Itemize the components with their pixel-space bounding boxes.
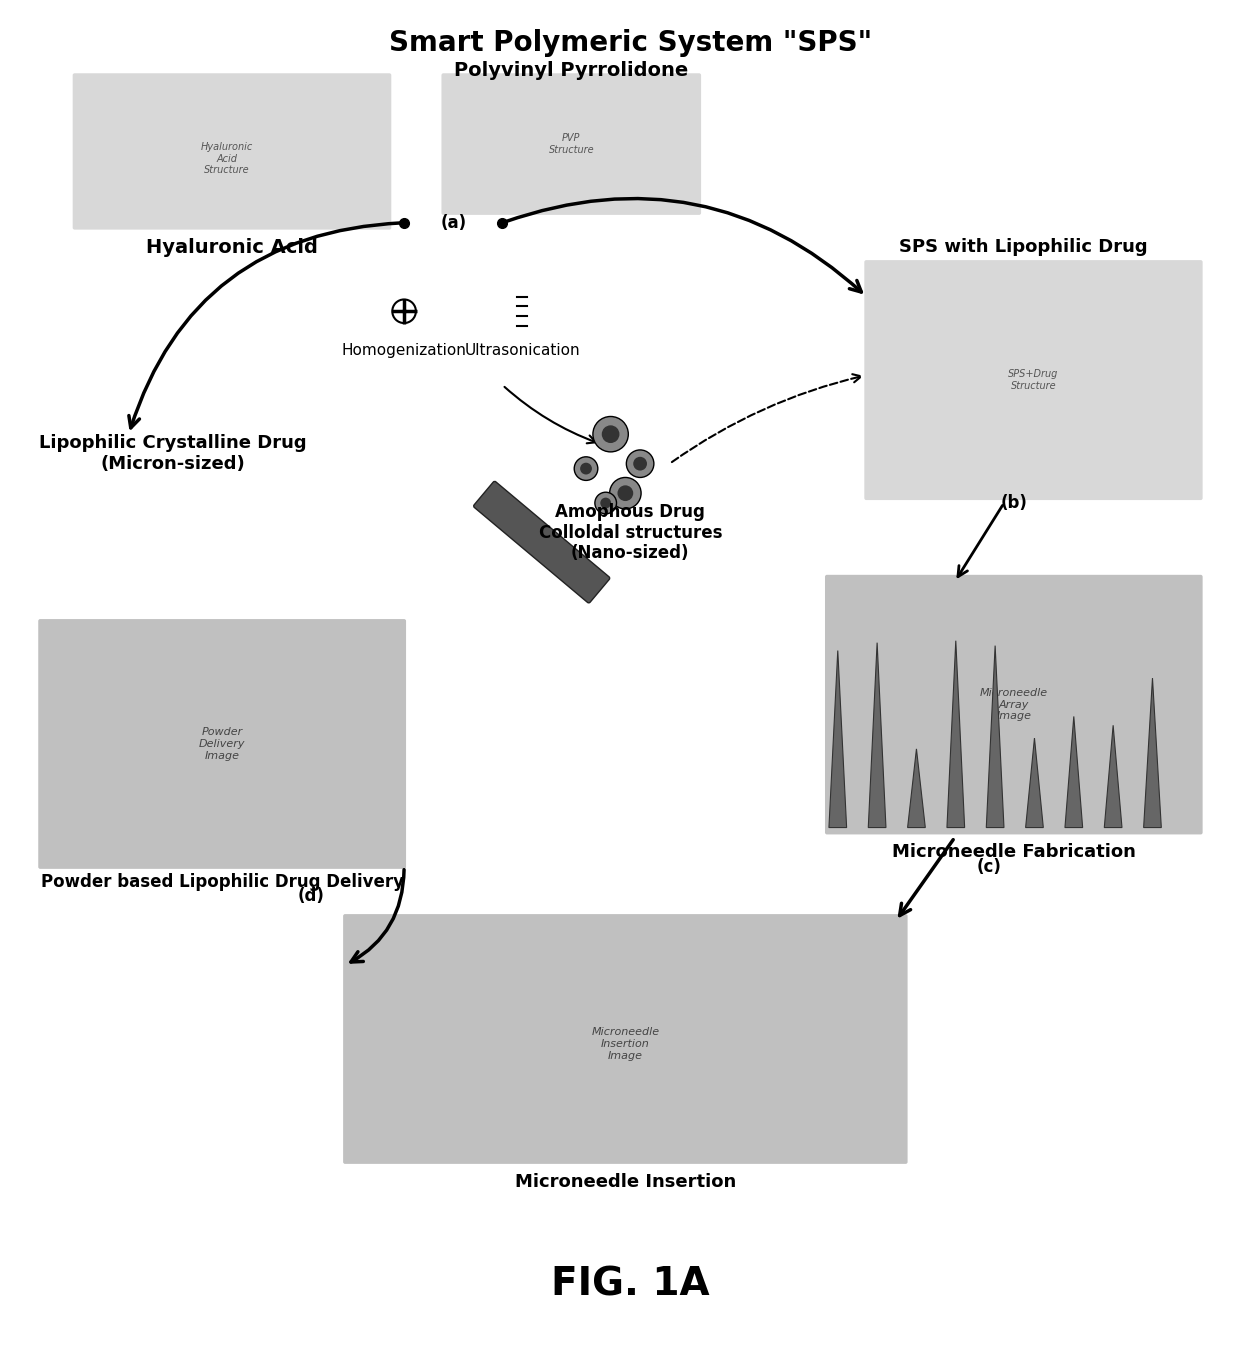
Circle shape (580, 463, 591, 475)
Polygon shape (947, 643, 965, 827)
FancyBboxPatch shape (38, 620, 405, 870)
Text: Smart Polymeric System "SPS": Smart Polymeric System "SPS" (388, 29, 872, 57)
Text: (b): (b) (1001, 494, 1027, 512)
Text: Ultrasonication: Ultrasonication (464, 343, 580, 358)
FancyBboxPatch shape (441, 74, 701, 214)
Circle shape (618, 486, 634, 501)
Circle shape (601, 426, 620, 444)
Polygon shape (868, 667, 885, 827)
Text: Hyaluronic Acid: Hyaluronic Acid (146, 238, 317, 257)
Circle shape (574, 457, 598, 480)
Text: FIG. 1A: FIG. 1A (551, 1265, 709, 1304)
Text: (c): (c) (977, 857, 1002, 876)
Text: PVP
Structure: PVP Structure (548, 134, 594, 154)
Text: Homogenization: Homogenization (342, 343, 466, 358)
FancyBboxPatch shape (73, 74, 392, 229)
Text: (a): (a) (440, 214, 466, 232)
FancyBboxPatch shape (825, 575, 1203, 834)
Circle shape (634, 457, 647, 471)
Text: Microneedle Fabrication: Microneedle Fabrication (892, 844, 1136, 861)
Polygon shape (1065, 633, 1083, 827)
Polygon shape (1143, 682, 1162, 827)
Polygon shape (1025, 657, 1043, 827)
Text: Lipophilic Crystalline Drug
(Micron-sized): Lipophilic Crystalline Drug (Micron-size… (40, 434, 306, 474)
Text: Microneedle
Insertion
Image: Microneedle Insertion Image (591, 1028, 660, 1061)
FancyBboxPatch shape (474, 482, 610, 603)
Circle shape (626, 450, 653, 478)
Text: Microneedle Insertion: Microneedle Insertion (515, 1173, 737, 1190)
Circle shape (593, 416, 629, 452)
Circle shape (610, 478, 641, 509)
FancyBboxPatch shape (343, 915, 908, 1164)
Text: Microneedle
Array
Image: Microneedle Array Image (980, 688, 1048, 721)
Text: Powder based Lipophilic Drug Delivery: Powder based Lipophilic Drug Delivery (41, 872, 404, 890)
Text: Powder
Delivery
Image: Powder Delivery Image (198, 728, 246, 760)
Text: Polyvinyl Pyrrolidone: Polyvinyl Pyrrolidone (454, 61, 688, 79)
Text: (d): (d) (298, 887, 324, 905)
Polygon shape (986, 721, 1004, 827)
Text: Amophous Drug
Colloldal structures
(Nano-sized): Amophous Drug Colloldal structures (Nano… (538, 502, 722, 562)
FancyBboxPatch shape (864, 261, 1203, 500)
Polygon shape (1105, 738, 1122, 827)
Circle shape (595, 493, 616, 513)
Text: SPS+Drug
Structure: SPS+Drug Structure (1008, 370, 1059, 390)
Polygon shape (908, 647, 925, 827)
Text: Hyaluronic
Acid
Structure: Hyaluronic Acid Structure (201, 142, 253, 176)
Text: SPS with Lipophilic Drug: SPS with Lipophilic Drug (899, 239, 1148, 257)
Polygon shape (828, 647, 847, 827)
Circle shape (600, 498, 611, 508)
